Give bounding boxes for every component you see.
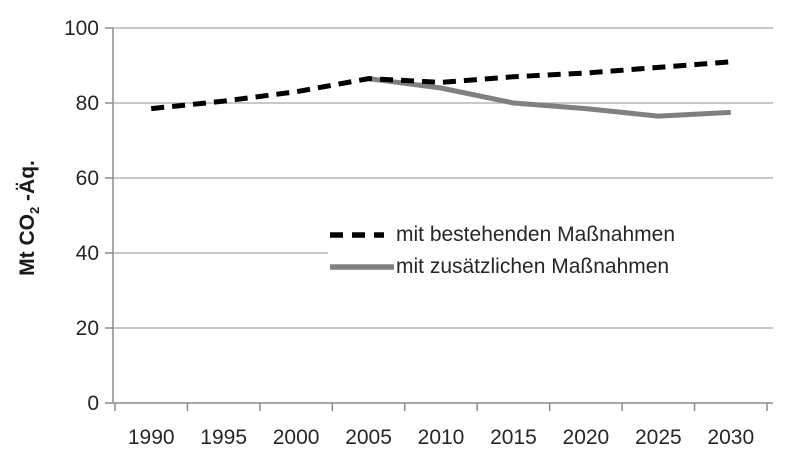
legend-label: mit zusätzlichen Maßnahmen [396,255,670,278]
y-axis-title-unit: -Äq. [15,160,39,207]
y-tick-label: 0 [87,392,99,415]
solid-line-swatch-icon [328,263,396,271]
y-axis-title: Mt CO2 -Äq. [16,160,42,276]
x-tick-label: 2000 [273,426,320,449]
x-tick-label: 2020 [563,426,610,449]
dashed-line-swatch-icon [328,231,396,239]
legend: mit bestehenden Maßnahmen mit zusätzlich… [328,219,788,289]
y-tick-label: 40 [76,242,99,265]
x-tick-label: 1995 [200,426,247,449]
y-tick-label: 80 [76,92,99,115]
legend-item-existing-measures: mit bestehenden Maßnahmen [328,219,788,251]
y-axis-title-text: Mt CO [15,214,39,276]
x-tick-label: 2010 [418,426,465,449]
y-tick-label: 20 [76,317,99,340]
legend-item-additional-measures: mit zusätzlichen Maßnahmen [328,251,788,283]
series-line-additional-measures [368,76,731,119]
y-tick-label: 60 [76,167,99,190]
x-tick-label: 2005 [345,426,392,449]
legend-label: mit bestehenden Maßnahmen [396,223,675,246]
series-line-existing-measures [150,59,731,112]
y-tick-label: 100 [64,17,99,40]
y-axis-title-subscript: 2 [27,206,43,215]
x-tick-label: 2015 [490,426,537,449]
x-tick-label: 1990 [128,426,175,449]
x-tick-label: 2025 [635,426,682,449]
x-tick-label: 2030 [707,426,754,449]
